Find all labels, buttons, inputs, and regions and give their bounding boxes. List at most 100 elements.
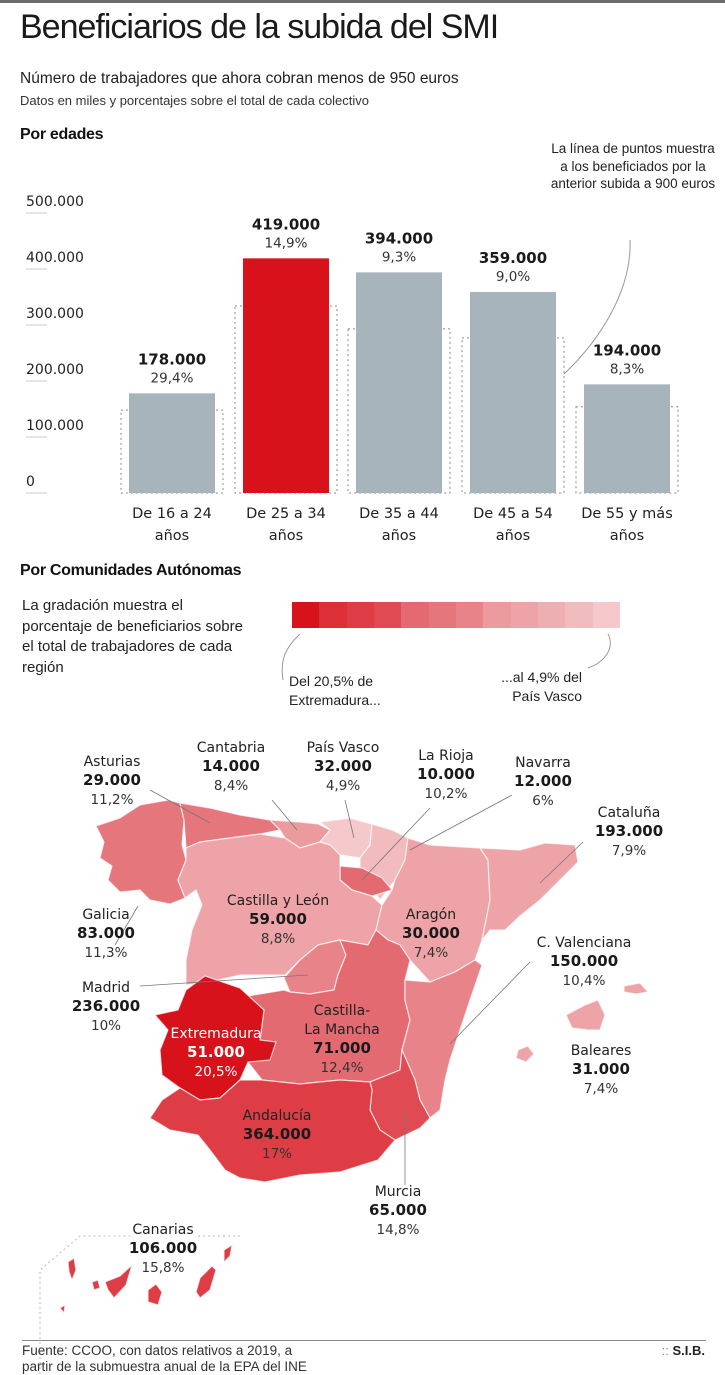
region-value: 59.000 <box>249 910 307 928</box>
region-percent: 20,5% <box>195 1064 238 1080</box>
region-value: 71.000 <box>313 1039 371 1057</box>
x-tick-label: años <box>269 528 304 544</box>
region-cataluna <box>478 842 579 941</box>
bar-percent-label: 9,0% <box>496 269 530 285</box>
region-canarias-5 <box>195 1265 217 1299</box>
x-tick-label: De 25 a 34 <box>246 506 326 522</box>
region-name: Madrid <box>82 980 130 996</box>
x-axis-labels: De 16 a 24 años De 25 a 34 años De 35 a 44 añ… <box>132 506 673 544</box>
y-tick-label: 500.000 <box>26 194 84 210</box>
legend-max-line1: ...al 4,9% del <box>501 669 582 685</box>
region-name: Andalucía <box>243 1108 312 1124</box>
region-value: 51.000 <box>187 1043 245 1061</box>
region-canarias-2 <box>91 1279 101 1291</box>
region-name: Cataluña <box>598 805 661 821</box>
x-tick-label: años <box>610 528 645 544</box>
region-name: Cantabria <box>197 740 265 756</box>
bar-value-label: 394.000 <box>365 229 433 247</box>
bar-labels: 178.000 29,4% 419.000 14,9% 394.000 9,3% 359.0… <box>138 215 661 386</box>
scale-swatch-4 <box>401 602 429 628</box>
region-percent: 8,4% <box>214 778 248 794</box>
bar-4 <box>584 384 670 493</box>
legend-description: La gradación muestra el porcentaje de be… <box>22 597 243 676</box>
bar-chart: 0 100.000 200.000 300.000 400.000 500.000 178… <box>26 194 679 544</box>
scale-swatch-1 <box>319 602 347 628</box>
canarias-frame <box>39 1235 240 1374</box>
bar-percent-label: 14,9% <box>265 235 308 251</box>
region-value: 10.000 <box>417 765 475 783</box>
region-value: 65.000 <box>369 1201 427 1219</box>
source-line-1: Fuente: CCOO, con datos relativos a 2019… <box>22 1343 293 1358</box>
scale-swatch-6 <box>455 602 484 628</box>
legend-min-line2: Extremadura... <box>289 692 381 708</box>
bar-percent-label: 9,3% <box>382 249 416 265</box>
region-percent: 6% <box>532 793 554 809</box>
region-canarias-7 <box>59 1303 66 1315</box>
source-line-2: partir de la submuestra anual de la EPA … <box>22 1359 307 1374</box>
bar-value-label: 178.000 <box>138 350 206 368</box>
scale-swatch-10 <box>565 602 593 628</box>
region-percent: 15,8% <box>142 1260 185 1276</box>
region-name: Aragón <box>406 907 456 923</box>
region-percent: 17% <box>262 1146 292 1162</box>
region-name: Castilla y León <box>227 893 329 909</box>
scale-swatch-8 <box>510 602 538 628</box>
subtitle-units: Datos en miles y porcentajes sobre el to… <box>20 93 370 108</box>
region-name: Galicia <box>82 907 129 923</box>
scale-swatch-9 <box>537 602 566 628</box>
bar-0 <box>129 393 215 493</box>
region-name: Canarias <box>132 1222 193 1238</box>
x-tick-label: años <box>155 528 190 544</box>
region-percent: 7,9% <box>612 843 646 859</box>
region-percent: 8,8% <box>261 931 295 947</box>
y-tick-label: 100.000 <box>26 418 84 434</box>
region-percent: 14,8% <box>377 1222 420 1238</box>
region-value: 29.000 <box>83 771 141 789</box>
region-percent: 10% <box>91 1018 121 1034</box>
region-percent: 12,4% <box>321 1060 364 1076</box>
note-leader-line <box>563 239 631 375</box>
region-baleares-ibiza <box>515 1045 535 1063</box>
x-tick-label: De 35 a 44 <box>359 506 439 522</box>
region-percent: 10,2% <box>425 786 468 802</box>
region-percent: 10,4% <box>563 973 606 989</box>
x-tick-label: años <box>382 528 417 544</box>
region-value: 106.000 <box>129 1239 197 1257</box>
regions-shapes <box>59 799 650 1315</box>
y-tick-label: 300.000 <box>26 306 84 322</box>
region-name: Asturias <box>84 754 141 770</box>
region-percent: 4,9% <box>326 778 360 794</box>
region-value: 30.000 <box>402 924 460 942</box>
region-percent: 11,3% <box>85 945 128 961</box>
legend-min-label: Del 20,5% de Extremadura... <box>289 672 381 710</box>
region-name: La Rioja <box>418 748 473 764</box>
region-name: Navarra <box>515 755 571 771</box>
region-name: País Vasco <box>307 740 380 756</box>
x-tick-label: De 16 a 24 <box>132 506 212 522</box>
region-percent: 11,2% <box>91 792 134 808</box>
source-note: Fuente: CCOO, con datos relativos a 2019… <box>22 1343 307 1375</box>
bar-percent-label: 8,3% <box>610 361 644 377</box>
scale-swatch-11 <box>592 602 620 628</box>
bar-percent-label: 29,4% <box>151 370 194 386</box>
section-title-regions: Por Comunidades Autónomas <box>20 562 242 579</box>
region-name: La Mancha <box>304 1022 380 1038</box>
region-value: 236.000 <box>72 997 140 1015</box>
region-value: 31.000 <box>572 1060 630 1078</box>
page-title: Beneficiarios de la subida del SMI <box>20 8 499 46</box>
top-rule <box>0 0 725 3</box>
scale-swatch-3 <box>373 602 402 628</box>
x-tick-label: De 55 y más <box>581 506 673 522</box>
region-name: Baleares <box>571 1043 632 1059</box>
